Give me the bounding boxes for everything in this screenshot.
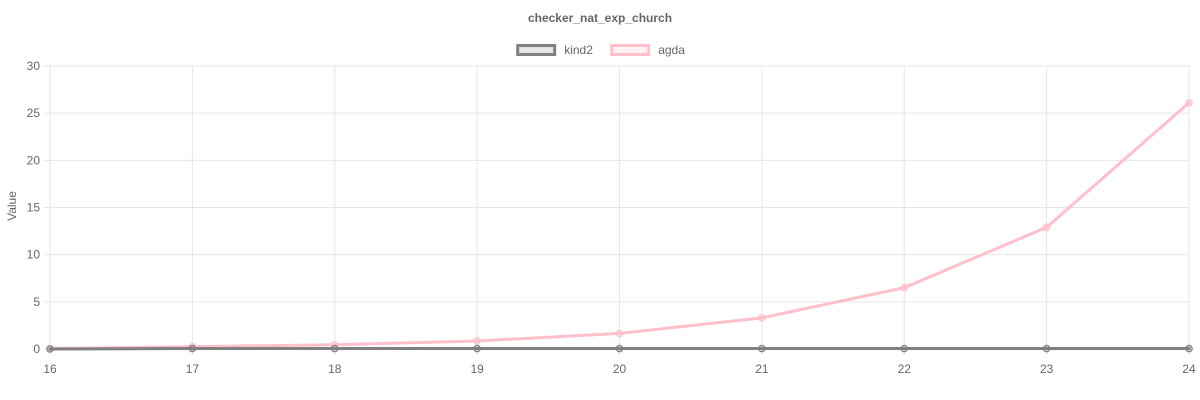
series-line <box>48 101 1191 351</box>
legend-item-agda[interactable]: agda <box>610 43 686 57</box>
legend-label: agda <box>658 43 685 57</box>
y-axis-title: Value <box>5 191 19 221</box>
y-axis-ticks: 0 5 10 15 20 25 30 <box>27 59 41 356</box>
x-tick-label: 24 <box>1182 362 1196 376</box>
x-tick-label: 23 <box>1040 362 1054 376</box>
y-tick-label: 30 <box>27 59 41 73</box>
data-point[interactable] <box>46 345 54 353</box>
x-tick-label: 20 <box>613 362 627 376</box>
x-tick-label: 21 <box>755 362 769 376</box>
legend-swatch <box>516 44 557 56</box>
legend-swatch <box>610 44 651 56</box>
legend-item-kind2[interactable]: kind2 <box>516 43 594 57</box>
data-point[interactable] <box>758 344 766 353</box>
data-point[interactable] <box>188 344 197 353</box>
data-point[interactable] <box>758 314 766 322</box>
data-point[interactable] <box>615 344 624 353</box>
x-tick-label: 16 <box>43 362 57 376</box>
grid <box>44 65 1190 355</box>
data-point[interactable] <box>473 337 481 345</box>
data-point[interactable] <box>900 283 909 292</box>
x-tick-label: 19 <box>470 362 484 376</box>
x-tick-label: 22 <box>898 362 912 376</box>
y-tick-label: 15 <box>27 201 41 215</box>
x-tick-label: 17 <box>186 362 200 376</box>
data-point[interactable] <box>615 329 624 338</box>
y-tick-label: 0 <box>33 342 40 356</box>
y-tick-label: 25 <box>27 106 41 120</box>
legend-label: kind2 <box>564 43 593 57</box>
legend: kind2 agda <box>516 43 686 57</box>
data-point[interactable] <box>473 344 481 353</box>
series-layer <box>46 98 1193 353</box>
data-point[interactable] <box>1185 98 1193 107</box>
y-tick-label: 5 <box>33 295 40 309</box>
x-tick-label: 18 <box>328 362 342 376</box>
data-point[interactable] <box>1185 344 1193 353</box>
data-point[interactable] <box>1042 223 1051 232</box>
data-point[interactable] <box>330 344 339 353</box>
y-tick-label: 20 <box>27 153 41 167</box>
x-axis-ticks: 16 17 18 19 20 21 22 23 24 <box>43 362 1196 376</box>
series-kind2 <box>46 344 1193 353</box>
chart-title: checker_nat_exp_church <box>528 11 672 25</box>
data-point[interactable] <box>1042 344 1051 353</box>
data-point[interactable] <box>900 344 909 353</box>
y-tick-label: 10 <box>27 248 41 262</box>
